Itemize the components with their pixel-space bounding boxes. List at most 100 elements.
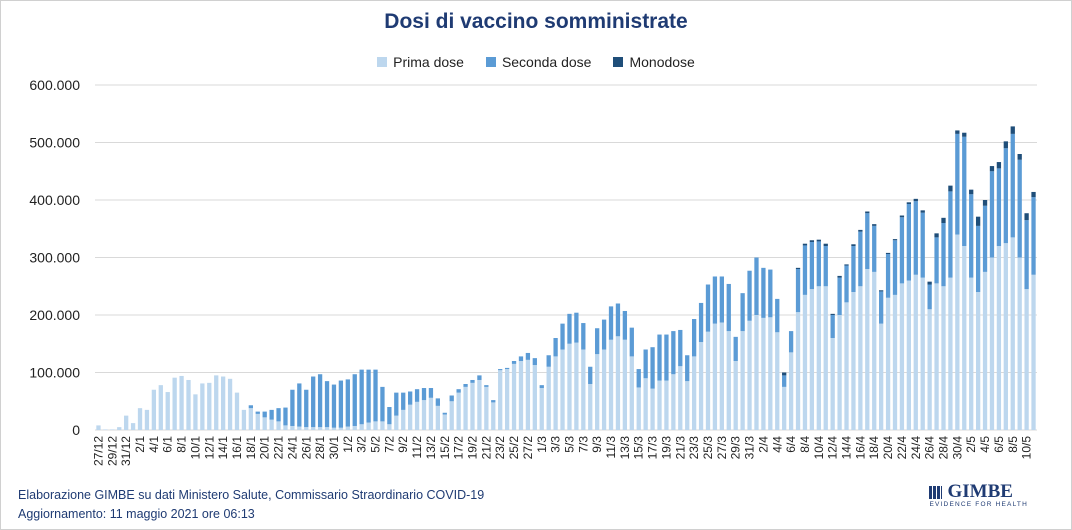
bar-seconda-dose bbox=[636, 369, 641, 388]
bar-seconda-dose bbox=[899, 217, 905, 284]
gimbe-logo: GIMBE EVIDENCE FOR HEALTH bbox=[929, 481, 1028, 508]
bar-monodose bbox=[816, 239, 821, 242]
bar-prima-dose bbox=[1031, 274, 1036, 430]
bar-prima-dose bbox=[671, 374, 676, 430]
bar-prima-dose bbox=[837, 315, 842, 430]
bar-prima-dose bbox=[650, 388, 655, 430]
bar-prima-dose bbox=[865, 269, 870, 430]
bar-monodose bbox=[879, 290, 884, 292]
bar-prima-dose bbox=[678, 366, 683, 430]
bar-prima-dose bbox=[428, 397, 434, 430]
x-tick-label: 4/5 bbox=[978, 436, 992, 453]
bar-seconda-dose bbox=[269, 409, 274, 420]
x-tick-label: 19/3 bbox=[659, 436, 673, 460]
bar-seconda-dose bbox=[837, 277, 842, 316]
bar-seconda-dose bbox=[581, 323, 586, 350]
chart-legend: Prima dose Seconda dose Monodose bbox=[0, 54, 1072, 70]
x-tick-label: 16/4 bbox=[853, 436, 867, 460]
bar-prima-dose bbox=[705, 331, 711, 430]
bar-seconda-dose bbox=[761, 267, 766, 318]
bar-seconda-dose bbox=[297, 383, 302, 427]
bar-seconda-dose bbox=[290, 389, 295, 426]
bar-prima-dose bbox=[768, 317, 773, 430]
bar-seconda-dose bbox=[906, 204, 911, 281]
x-tick-label: 10/1 bbox=[188, 436, 202, 460]
bar-seconda-dose bbox=[331, 384, 337, 428]
bar-monodose bbox=[1003, 141, 1008, 149]
bar-seconda-dose bbox=[498, 369, 503, 371]
bar-seconda-dose bbox=[283, 407, 288, 426]
bar-prima-dose bbox=[955, 234, 960, 430]
bar-prima-dose bbox=[137, 408, 143, 430]
bar-prima-dose bbox=[117, 427, 122, 431]
x-tick-label: 13/3 bbox=[618, 436, 632, 460]
bar-seconda-dose bbox=[442, 412, 447, 415]
bar-monodose bbox=[906, 202, 911, 205]
x-tick-label: 8/5 bbox=[1006, 436, 1020, 453]
bar-monodose bbox=[913, 198, 918, 202]
bar-seconda-dose bbox=[629, 327, 634, 357]
bar-prima-dose bbox=[394, 415, 399, 431]
bar-prima-dose bbox=[698, 342, 704, 430]
bar-seconda-dose bbox=[567, 313, 572, 344]
bar-prima-dose bbox=[317, 427, 323, 431]
bar-seconda-dose bbox=[1017, 159, 1022, 258]
x-tick-label: 8/4 bbox=[798, 436, 812, 453]
x-tick-label: 29/12 bbox=[105, 436, 119, 466]
bar-prima-dose bbox=[823, 286, 828, 430]
bar-prima-dose bbox=[927, 309, 932, 430]
bar-prima-dose bbox=[498, 370, 503, 430]
bar-prima-dose bbox=[151, 389, 157, 430]
bar-prima-dose bbox=[470, 382, 475, 430]
bar-monodose bbox=[809, 240, 815, 242]
bar-prima-dose bbox=[255, 413, 260, 430]
bar-prima-dose bbox=[172, 377, 177, 430]
x-tick-label: 11/2 bbox=[410, 436, 424, 459]
bar-prima-dose bbox=[906, 280, 911, 430]
legend-item-monodose: Monodose bbox=[613, 54, 695, 70]
bar-prima-dose bbox=[567, 343, 572, 430]
bar-prima-dose bbox=[262, 417, 267, 430]
x-tick-label: 26/1 bbox=[299, 436, 313, 460]
y-tick-label: 600.000 bbox=[29, 77, 80, 93]
bar-prima-dose bbox=[830, 338, 835, 430]
bar-prima-dose bbox=[996, 246, 1002, 430]
x-tick-label: 27/2 bbox=[521, 436, 535, 460]
bar-prima-dose bbox=[456, 392, 461, 431]
legend-label-monodose: Monodose bbox=[629, 54, 695, 70]
bar-prima-dose bbox=[359, 424, 364, 430]
bar-seconda-dose bbox=[414, 389, 420, 402]
x-tick-label: 30/1 bbox=[327, 436, 341, 460]
x-tick-label: 19/2 bbox=[465, 436, 479, 460]
bar-seconda-dose bbox=[754, 257, 759, 315]
bar-seconda-dose bbox=[401, 392, 406, 410]
bar-seconda-dose bbox=[671, 331, 676, 375]
x-tick-label: 17/3 bbox=[646, 436, 660, 460]
bar-prima-dose bbox=[747, 320, 752, 430]
bar-monodose bbox=[934, 233, 939, 238]
bar-seconda-dose bbox=[477, 375, 482, 380]
bar-seconda-dose bbox=[595, 328, 600, 355]
x-tick-label: 22/4 bbox=[895, 436, 909, 460]
bar-prima-dose bbox=[795, 312, 801, 431]
x-tick-label: 21/2 bbox=[479, 436, 493, 460]
bar-seconda-dose bbox=[782, 375, 787, 387]
x-tick-label: 7/2 bbox=[382, 436, 396, 453]
legend-item-seconda-dose: Seconda dose bbox=[485, 54, 591, 70]
bar-seconda-dose bbox=[255, 411, 260, 414]
bar-seconda-dose bbox=[712, 276, 718, 324]
x-tick-label: 22/1 bbox=[272, 436, 286, 460]
bar-seconda-dose bbox=[768, 269, 773, 318]
bar-monodose bbox=[982, 200, 988, 206]
bar-prima-dose bbox=[754, 315, 759, 430]
bar-seconda-dose bbox=[560, 323, 565, 350]
bar-seconda-dose bbox=[823, 246, 828, 287]
bar-prima-dose bbox=[622, 339, 628, 430]
bar-seconda-dose bbox=[657, 334, 662, 381]
bar-prima-dose bbox=[546, 366, 551, 430]
x-tick-label: 2/1 bbox=[133, 436, 147, 453]
bar-seconda-dose bbox=[345, 379, 350, 427]
x-tick-label: 26/4 bbox=[923, 436, 937, 460]
bar-seconda-dose bbox=[408, 391, 413, 405]
bar-prima-dose bbox=[788, 352, 794, 431]
